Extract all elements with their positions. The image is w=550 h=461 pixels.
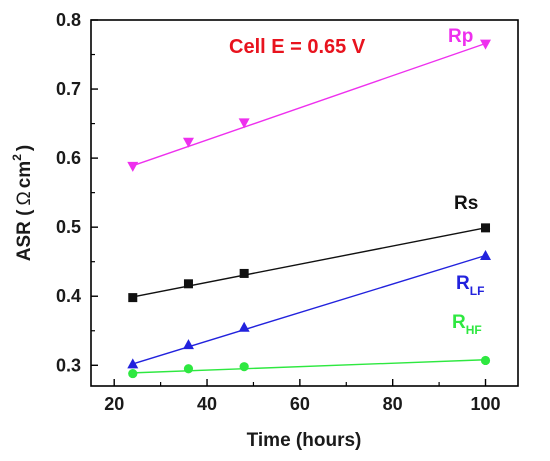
y-tick-label: 0.6 xyxy=(56,148,81,168)
marker-rp xyxy=(182,137,194,148)
marker-rp xyxy=(480,39,492,50)
marker-rs xyxy=(183,279,193,289)
series-label-rp: Rp xyxy=(448,26,473,47)
data-markers xyxy=(127,39,492,379)
x-tick-label: 100 xyxy=(470,394,500,414)
series-label-rhf-main: R xyxy=(452,312,466,333)
y-axis-label-close: ) xyxy=(14,145,35,151)
marker-rlf xyxy=(480,249,492,260)
x-tick-label: 40 xyxy=(197,394,217,414)
x-tick-label: 60 xyxy=(290,394,310,414)
marker-rp xyxy=(238,118,250,129)
marker-rhf xyxy=(183,364,194,374)
marker-rhf xyxy=(480,355,491,366)
y-axis-label: ASR ( Ωcm2) xyxy=(10,145,35,261)
y-tick-label: 0.7 xyxy=(56,79,81,99)
series-label-rlf-sub: LF xyxy=(470,284,485,298)
marker-rhf xyxy=(128,368,138,379)
marker-rlf xyxy=(238,321,250,332)
plot-area xyxy=(90,19,519,387)
y-tick-label: 0.3 xyxy=(56,355,81,375)
x-axis-label: Time (hours) xyxy=(247,430,362,451)
x-tick-label: 80 xyxy=(383,394,403,414)
y-tick-label: 0.8 xyxy=(56,10,81,30)
marker-rhf xyxy=(239,362,249,372)
marker-rs xyxy=(239,268,249,278)
y-tick-label: 0.5 xyxy=(56,217,81,237)
annotation: Cell E = 0.65 V xyxy=(229,36,366,58)
series-label-rlf: RLF xyxy=(456,273,484,298)
series-label-rs: Rs xyxy=(454,193,478,214)
series-label-rhf: RHF xyxy=(452,312,482,337)
series-label-rlf-main: R xyxy=(456,273,470,294)
x-tick-label: 20 xyxy=(104,394,124,414)
series-label-rhf-sub: HF xyxy=(466,323,482,337)
fit-line-rp xyxy=(132,42,486,167)
marker-rp xyxy=(127,161,139,172)
marker-rs xyxy=(128,293,138,303)
marker-rlf xyxy=(127,358,139,369)
marker-rs xyxy=(481,223,491,233)
marker-rlf xyxy=(182,339,194,350)
ticks-layer: 20 40 60 80 100 0.3 0.4 0.5 0.6 0.7 0.8 xyxy=(56,10,501,414)
y-axis-label-sup: 2 xyxy=(10,154,24,161)
y-axis-label-prefix: ASR ( xyxy=(14,209,35,261)
y-tick-label: 0.4 xyxy=(56,286,81,306)
y-axis-label-unit: cm xyxy=(14,161,35,188)
y-axis-label-symbol: Ω xyxy=(14,191,35,205)
